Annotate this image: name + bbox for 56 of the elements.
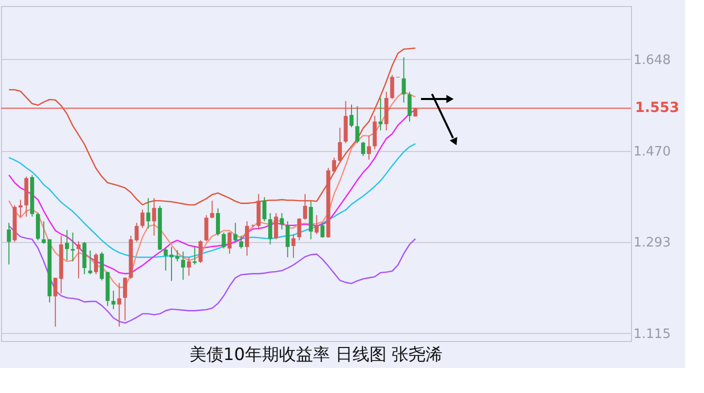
candlestick <box>239 235 244 250</box>
candlestick <box>408 91 412 122</box>
candlestick <box>262 196 266 222</box>
candlestick <box>291 234 296 258</box>
candlestick <box>186 256 191 276</box>
candlestick <box>70 232 75 262</box>
candlestick <box>181 251 186 280</box>
candlestick <box>146 198 150 229</box>
candlestick <box>244 220 249 256</box>
candlestick <box>76 240 81 279</box>
candlestick <box>204 214 208 242</box>
candlestick <box>88 250 92 275</box>
candlestick <box>314 214 319 235</box>
candlestick <box>320 222 324 238</box>
y-tick-label: 1.293 <box>634 235 671 250</box>
candlestick <box>228 232 232 254</box>
candlestick <box>378 97 383 131</box>
candlestick <box>303 194 308 220</box>
line-series <box>8 143 416 258</box>
candlestick <box>18 199 23 218</box>
candlestick <box>338 127 342 163</box>
candlestick <box>274 212 278 240</box>
y-tick-label: 1.648 <box>634 52 671 68</box>
candlestick <box>198 240 203 264</box>
candlestick <box>222 232 226 250</box>
ref-line-label: 1.553 <box>635 100 680 116</box>
candlestick <box>192 246 197 265</box>
candlestick <box>210 200 214 219</box>
candlestick <box>233 222 238 242</box>
candlestick <box>111 290 116 310</box>
candlestick <box>164 246 168 272</box>
candlestick <box>64 230 69 261</box>
candlestick <box>268 212 272 245</box>
candlestick <box>216 208 220 236</box>
candlestick <box>123 276 128 321</box>
candlestick <box>280 212 284 230</box>
candlestick <box>355 106 360 144</box>
candlestick <box>297 218 302 241</box>
candlestick <box>350 104 354 128</box>
candlestick <box>286 220 290 258</box>
candlestick <box>170 246 174 282</box>
candlestick <box>175 250 180 262</box>
y-tick-label: 1.470 <box>634 144 671 160</box>
line-series <box>8 225 416 324</box>
candlestick <box>6 222 11 265</box>
y-tick-label: 1.115 <box>634 326 671 342</box>
candlestick <box>152 198 156 236</box>
candlestick <box>117 282 122 328</box>
candlestick <box>402 56 406 104</box>
text: 美债10年期收益率 日线图 张尧浠 <box>189 345 443 365</box>
candlestick <box>42 220 46 244</box>
candlestick <box>361 141 366 157</box>
candlestick <box>366 135 371 160</box>
candlestick <box>94 252 98 275</box>
candlestick <box>390 74 394 100</box>
candlestick <box>140 208 144 228</box>
